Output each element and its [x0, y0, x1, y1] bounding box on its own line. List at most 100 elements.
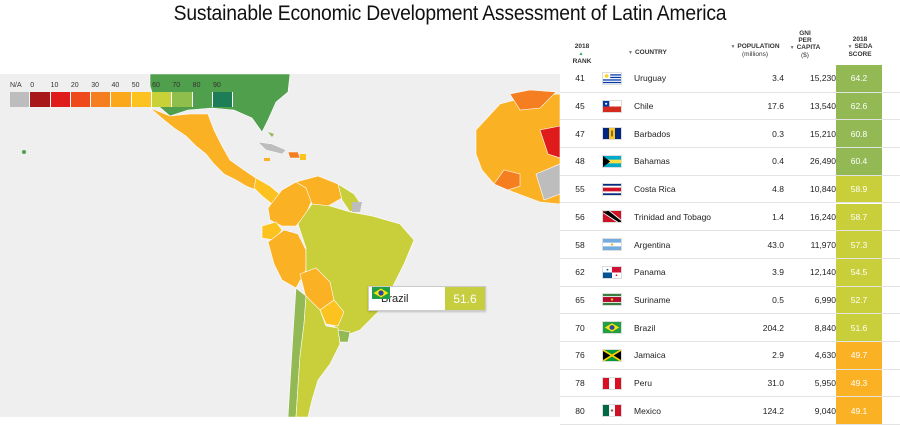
map-region-argentina — [295, 295, 341, 417]
barbados-flag-icon — [602, 127, 622, 141]
legend-swatch — [212, 92, 234, 107]
map-canvas[interactable] — [0, 74, 560, 417]
map-region-peru — [267, 229, 307, 289]
argentina-flag-icon — [602, 238, 622, 252]
header-country[interactable]: ▼ COUNTRY — [628, 49, 667, 57]
sort-asc-icon: ▲ — [578, 51, 584, 57]
row-score: 54.5 — [836, 258, 882, 286]
map-region-mexico — [149, 107, 263, 191]
map-region-jamaica — [264, 158, 270, 161]
header-gni[interactable]: GNI PER ▼ CAPITA ($) — [785, 30, 825, 59]
header-rank[interactable]: 2018 ▲RANK — [570, 43, 594, 65]
table-row[interactable]: 76 Jamaica 2.9 4,630 49.7 — [560, 342, 900, 370]
legend-label: 70 — [172, 82, 181, 89]
table-row[interactable]: 41 Uruguay 3.4 15,230 64.2 — [560, 65, 900, 93]
table-row[interactable]: 70 Brazil 204.2 8,840 51.6 — [560, 314, 900, 342]
map-region-haiti — [287, 151, 301, 159]
row-score: 60.4 — [836, 148, 882, 175]
row-country: Bahamas — [634, 156, 670, 167]
brazil-flag-icon — [602, 321, 622, 335]
table-header: 2018 ▲RANK ▼ COUNTRY ▼ POPULATION (million… — [560, 30, 900, 65]
row-rank: 76 — [575, 350, 585, 361]
table-row[interactable]: 48 Bahamas 0.4 26,490 60.4 — [560, 148, 900, 176]
brazil-flag-icon — [372, 287, 390, 299]
header-population[interactable]: ▼ POPULATION (millions) — [725, 43, 785, 58]
map-region-dominican — [300, 154, 306, 160]
legend-swatch — [10, 92, 31, 107]
choropleth-map[interactable]: N/A 0 10 20 30 40 50 60 70 80 90 Brazil … — [0, 74, 560, 417]
legend-label: 60 — [152, 82, 160, 89]
table-row[interactable]: 80 Mexico 124.2 9,040 49.1 — [560, 397, 900, 425]
row-gni: 10,840 — [810, 184, 836, 195]
row-rank: 47 — [575, 128, 585, 139]
row-score: 49.7 — [836, 342, 882, 369]
header-rank-line1: 2018 — [574, 43, 590, 50]
header-gni-line4: ($) — [801, 52, 809, 59]
map-legend: N/A 0 10 20 30 40 50 60 70 80 90 — [10, 82, 234, 107]
row-population: 31.0 — [767, 378, 784, 389]
map-region-africa-south — [535, 163, 560, 201]
bahamas-flag-icon — [602, 154, 622, 168]
row-country: Brazil — [634, 322, 656, 333]
row-population: 43.0 — [767, 239, 784, 250]
table-row[interactable]: 78 Peru 31.0 5,950 49.3 — [560, 369, 900, 398]
peru-flag-icon — [602, 376, 622, 390]
row-gni: 11,970 — [810, 239, 836, 250]
row-population: 0.3 — [772, 128, 784, 139]
row-population: 204.2 — [762, 322, 784, 333]
row-score: 49.1 — [836, 397, 882, 425]
header-pop-line1: POPULATION — [737, 43, 780, 50]
suriname-flag-icon — [602, 293, 622, 307]
row-rank: 62 — [575, 267, 585, 278]
row-rank: 48 — [575, 156, 585, 167]
row-score: 60.8 — [836, 120, 882, 148]
row-country: Peru — [634, 378, 652, 389]
row-population: 1.4 — [772, 211, 784, 222]
row-country: Mexico — [634, 405, 661, 416]
map-region-bahamas — [268, 132, 274, 137]
sort-icon: ▼ — [628, 50, 633, 56]
legend-swatch — [91, 92, 112, 107]
row-rank: 80 — [575, 405, 585, 416]
legend-swatch — [111, 92, 132, 107]
row-score: 57.3 — [836, 231, 882, 258]
row-country: Panama — [634, 267, 666, 278]
row-country: Chile — [634, 101, 654, 112]
header-score[interactable]: 2018 ▼ SEDA SCORE — [840, 36, 880, 58]
row-score: 49.3 — [836, 369, 882, 397]
mexico-flag-icon — [602, 404, 622, 418]
table-row[interactable]: 47 Barbados 0.3 15,210 60.8 — [560, 120, 900, 149]
table-row[interactable]: 58 Argentina 43.0 11,970 57.3 — [560, 231, 900, 259]
row-gni: 6,990 — [814, 294, 836, 305]
legend-swatch — [192, 92, 213, 107]
row-country: Argentina — [634, 239, 671, 250]
row-score: 58.7 — [836, 203, 882, 231]
row-score: 51.6 — [836, 314, 882, 341]
header-gni-line1: GNI — [799, 30, 811, 37]
sort-icon: ▼ — [730, 44, 736, 50]
table-row[interactable]: 55 Costa Rica 4.8 10,840 58.9 — [560, 175, 900, 204]
page-title: Sustainable Economic Development Assessm… — [173, 2, 727, 25]
table-row[interactable]: 65 Suriname 0.5 6,990 52.7 — [560, 286, 900, 315]
header-country-label: COUNTRY — [634, 49, 667, 56]
table-row[interactable]: 45 Chile 17.6 13,540 62.6 — [560, 92, 900, 121]
sort-icon: ▼ — [789, 45, 795, 51]
jamaica-flag-icon — [602, 348, 622, 362]
legend-labels: N/A 0 10 20 30 40 50 60 70 80 90 — [10, 82, 233, 92]
legend-swatch — [30, 92, 51, 107]
row-gni: 15,210 — [810, 128, 836, 139]
row-gni: 9,040 — [814, 405, 836, 416]
header-score-line2: SEDA — [854, 43, 873, 50]
header-gni-line2: PER — [798, 37, 812, 44]
legend-label: 50 — [131, 82, 140, 89]
legend-swatch — [152, 92, 173, 107]
table-row[interactable]: 56 Trinidad and Tobago 1.4 16,240 58.7 — [560, 203, 900, 232]
header-score-line3: SCORE — [848, 51, 872, 58]
map-region-hawaii — [22, 150, 26, 154]
legend-label: 10 — [50, 82, 59, 89]
table-row[interactable]: 62 Panama 3.9 12,140 54.5 — [560, 258, 900, 287]
row-population: 0.4 — [772, 156, 784, 167]
legend-label: N/A — [10, 82, 22, 89]
row-rank: 41 — [575, 73, 585, 84]
row-gni: 13,540 — [810, 101, 836, 112]
